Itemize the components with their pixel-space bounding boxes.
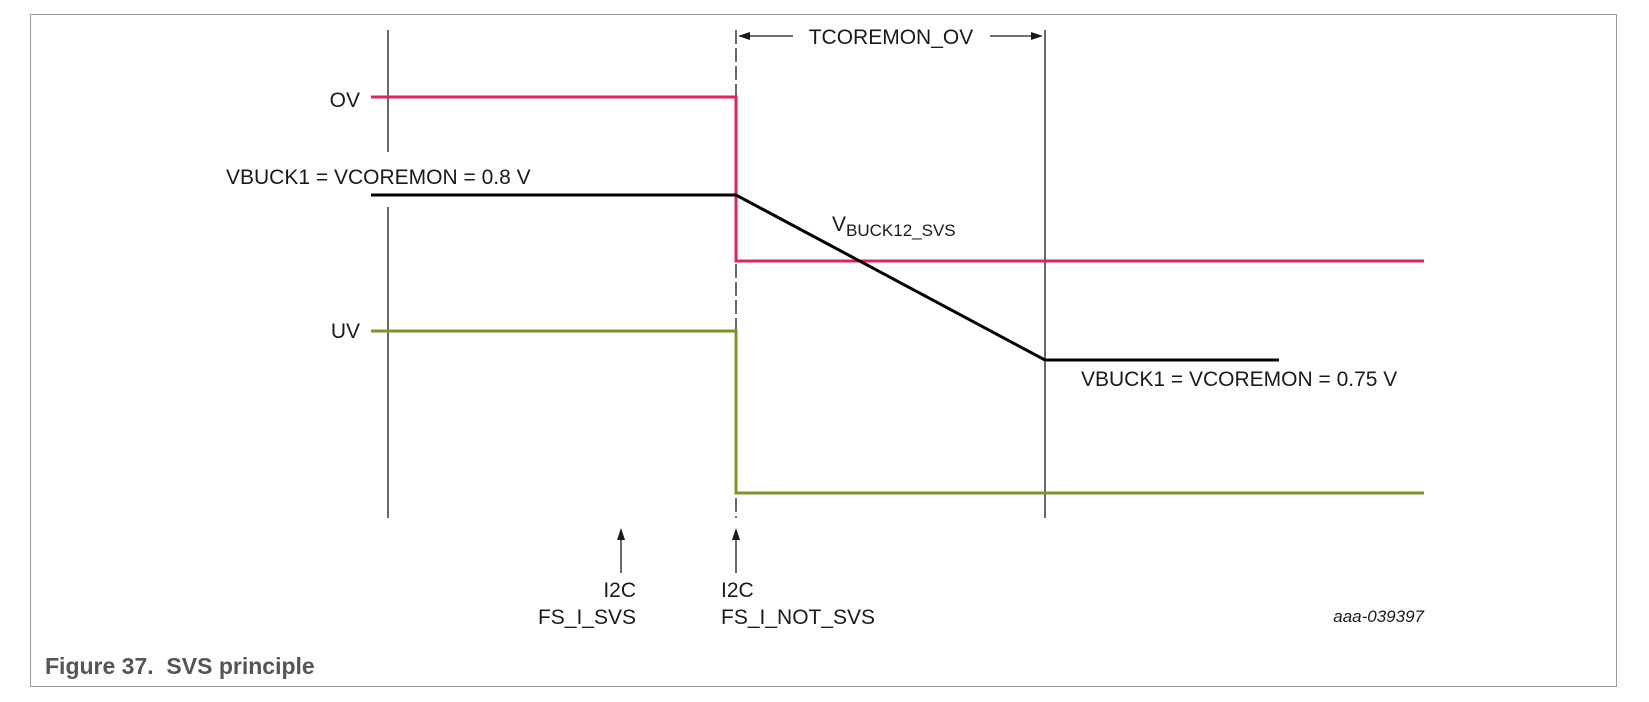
event-arrowhead-not-svs [732, 528, 740, 540]
figure-caption: Figure 37. SVS principle [45, 653, 315, 679]
timer-label: TCOREMON_OV [809, 26, 974, 49]
drawing-code: aaa-039397 [1333, 607, 1424, 626]
event-svs-line2: FS_I_SVS [538, 606, 636, 629]
vbuck-final-label: VBUCK1 = VCOREMON = 0.75 V [1081, 368, 1397, 391]
event-arrowhead-svs [617, 528, 625, 540]
vbuck-svs-label: VBUCK12_SVS [832, 213, 956, 240]
event-not-svs-line2: FS_I_NOT_SVS [721, 606, 875, 629]
event-not-svs-line1: I2C [721, 579, 754, 602]
vbuck-svs-subscript: BUCK12_SVS [846, 221, 956, 240]
timer-arrowhead-right [1031, 32, 1043, 40]
vbuck-voltage-trace [371, 193, 1279, 362]
ov-threshold-trace [371, 95, 1424, 263]
event-svs-line1: I2C [603, 579, 636, 602]
vbuck-svs-main: V [832, 213, 846, 236]
uv-label: UV [331, 320, 360, 343]
uv-threshold-trace [371, 329, 1424, 495]
timer-arrowhead-left [738, 32, 750, 40]
figure-frame [30, 14, 1617, 687]
vbuck-initial-label: VBUCK1 = VCOREMON = 0.8 V [226, 166, 531, 189]
ov-label: OV [330, 89, 360, 112]
